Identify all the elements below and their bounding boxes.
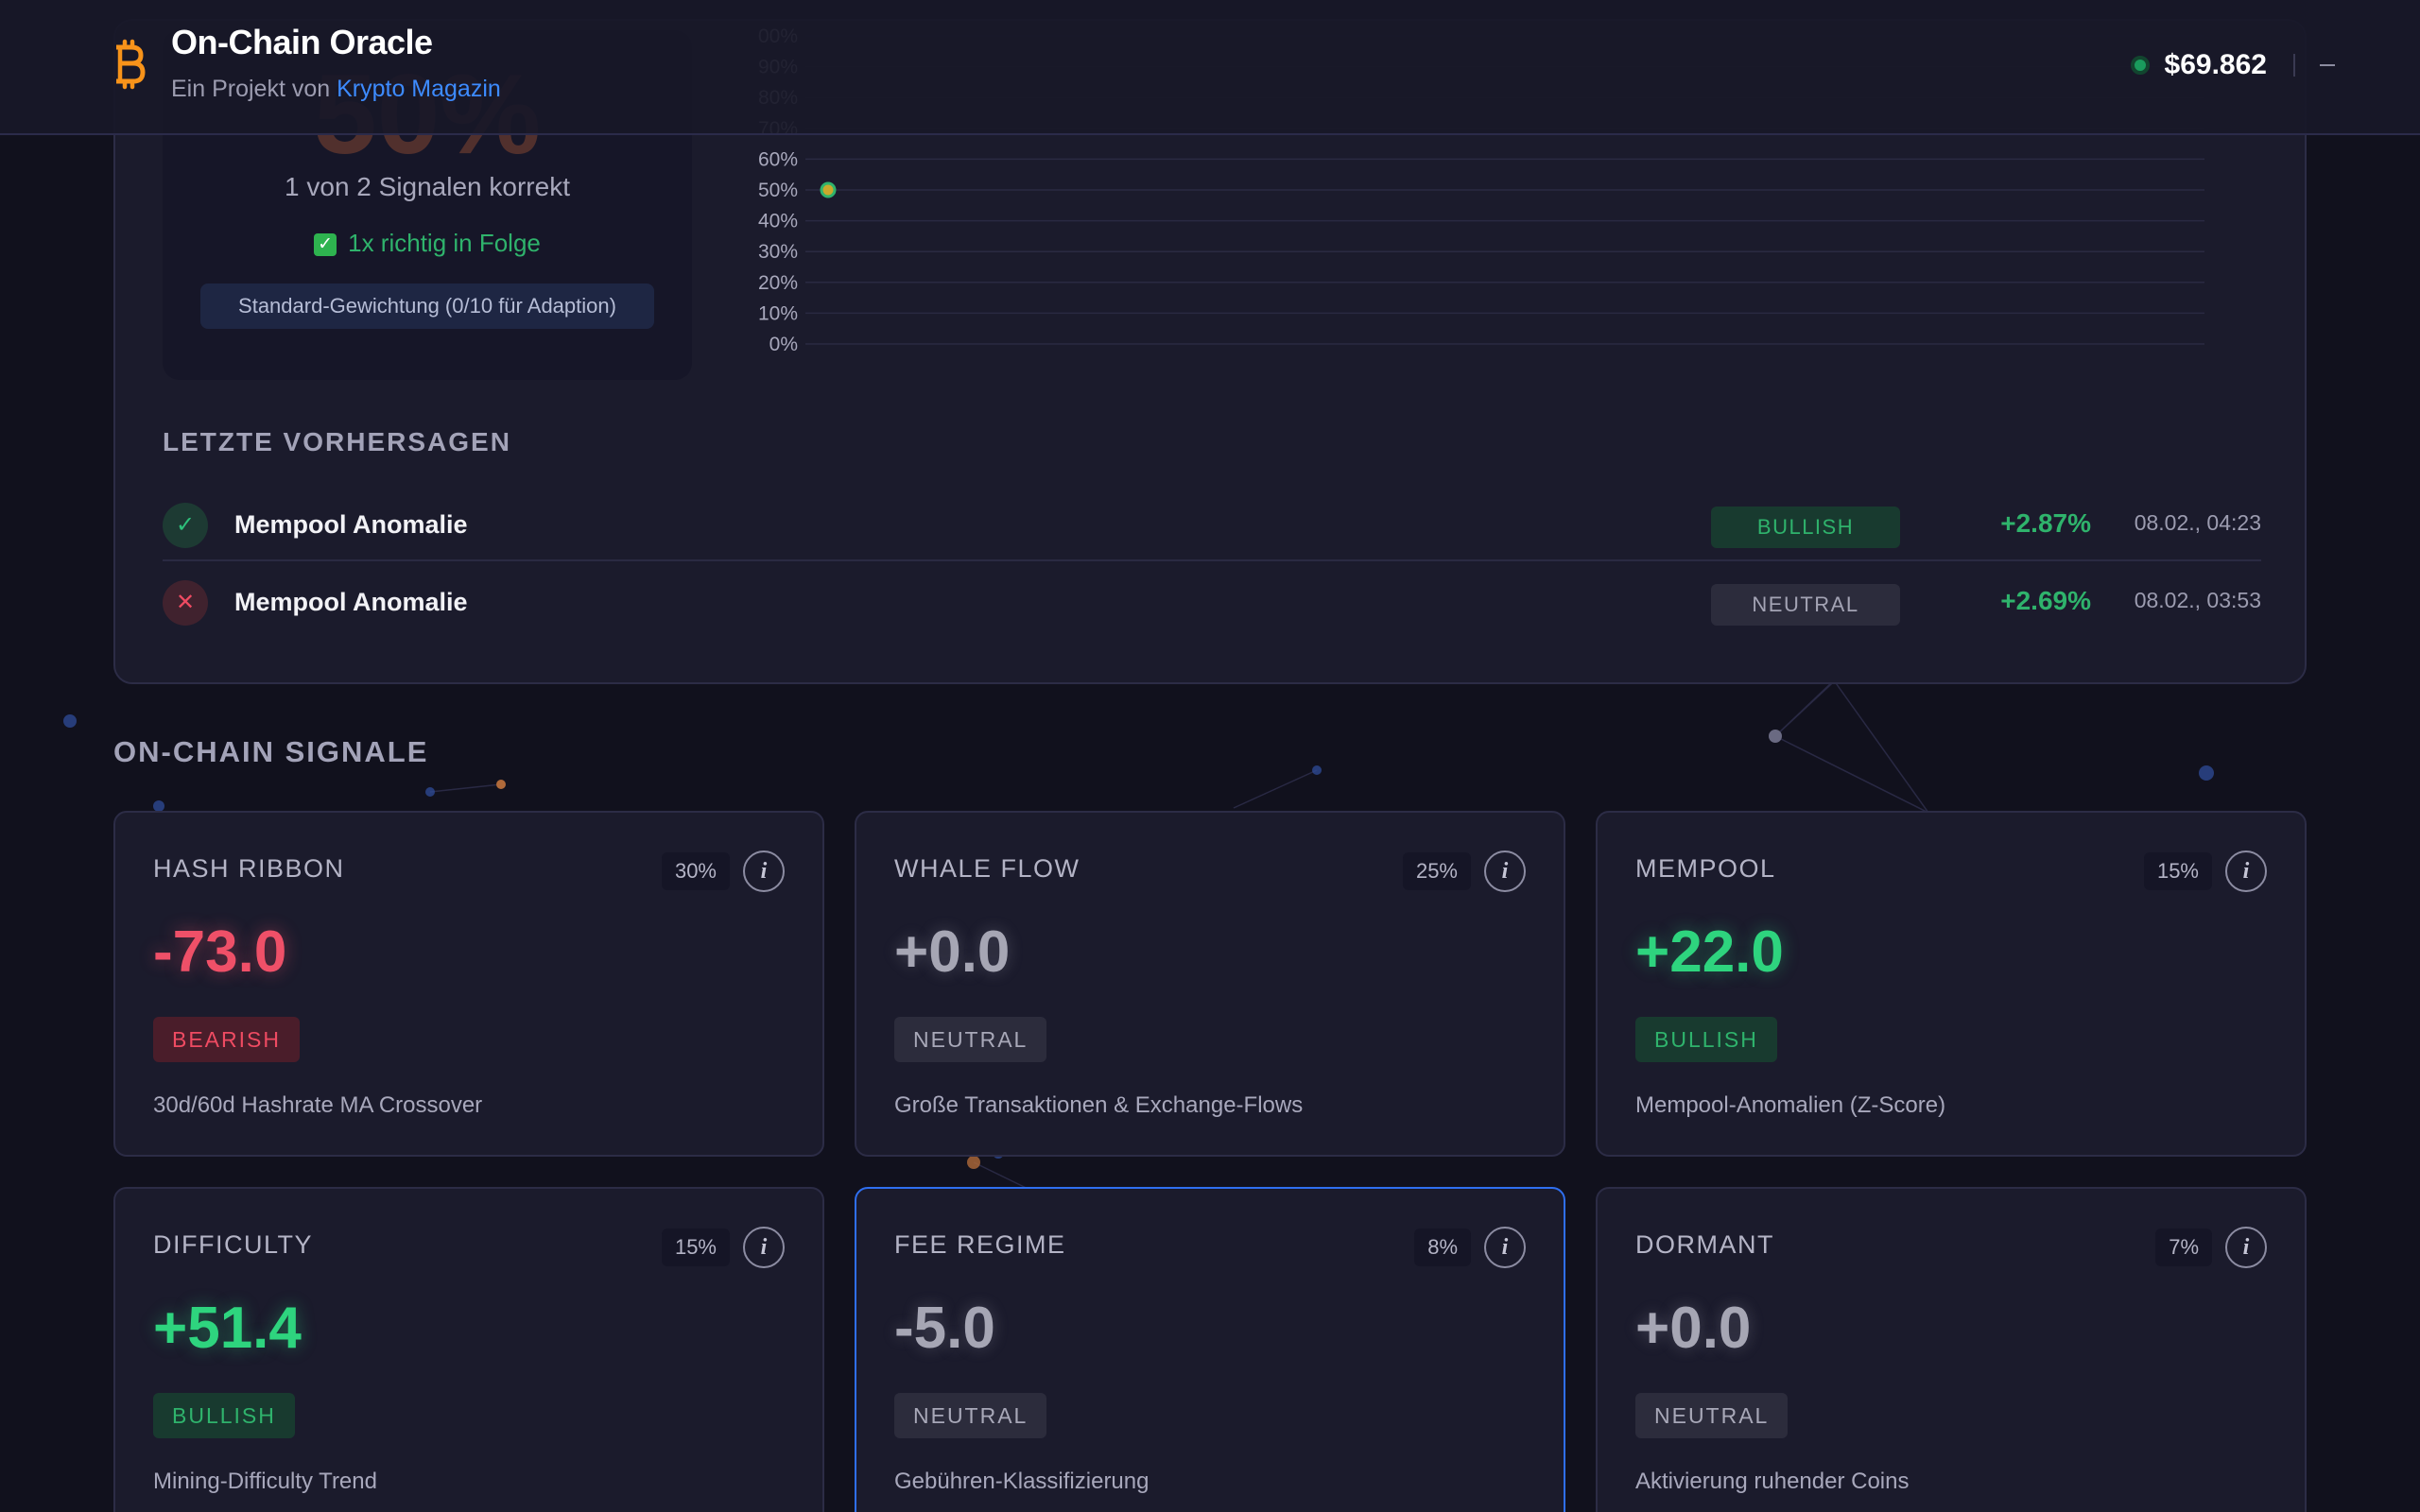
signal-badge: BULLISH: [1635, 1017, 1777, 1062]
signal-weight: 8%: [1414, 1228, 1471, 1266]
live-indicator-icon: [2130, 56, 2150, 75]
price-display: $69.862: [2130, 49, 2335, 81]
signal-value: +22.0: [1635, 919, 1784, 985]
signal-description: Gebühren-Klassifizierung: [894, 1469, 1150, 1494]
prediction-name: Mempool Anomalie: [234, 510, 468, 539]
y-tick-label: 60%: [758, 148, 798, 170]
check-icon: ✓: [163, 503, 208, 548]
header-divider: [2293, 54, 2295, 77]
signal-card-fee-regime[interactable]: FEE REGIME 8% i -5.0 NEUTRAL Gebühren-Kl…: [855, 1187, 1565, 1512]
signal-badge: BULLISH: [153, 1393, 295, 1438]
signal-badge: BEARISH: [153, 1017, 300, 1062]
krypto-magazin-link[interactable]: Krypto Magazin: [337, 76, 501, 102]
signal-label: WHALE FLOW: [894, 854, 1080, 883]
signal-description: Mempool-Anomalien (Z-Score): [1635, 1092, 1946, 1118]
app-title: On-Chain Oracle: [171, 23, 433, 61]
signal-weight: 30%: [661, 852, 730, 890]
signal-weight: 25%: [1402, 852, 1471, 890]
signal-value: +0.0: [1635, 1296, 1752, 1361]
weighting-badge: Standard-Gewichtung (0/10 für Adaption): [200, 284, 654, 329]
info-icon[interactable]: i: [743, 850, 785, 892]
signal-card-hash-ribbon[interactable]: HASH RIBBON 30% i -73.0 BEARISH 30d/60d …: [113, 811, 824, 1157]
prediction-signal-badge: BULLISH: [1711, 507, 1900, 548]
y-tick-label: 40%: [758, 211, 798, 232]
signal-card-difficulty[interactable]: DIFFICULTY 15% i +51.4 BULLISH Mining-Di…: [113, 1187, 824, 1512]
y-tick-label: 10%: [758, 302, 798, 324]
accuracy-streak: ✓ 1x richtig in Folge: [163, 229, 692, 258]
prediction-name: Mempool Anomalie: [234, 588, 468, 616]
y-tick-label: 20%: [758, 272, 798, 294]
menu-dash-icon[interactable]: [2320, 64, 2335, 66]
signal-value: +51.4: [153, 1296, 302, 1361]
signal-description: 30d/60d Hashrate MA Crossover: [153, 1092, 483, 1118]
signals-heading: ON-CHAIN SIGNALE: [113, 735, 429, 768]
signal-badge: NEUTRAL: [894, 1017, 1047, 1062]
signal-badge: NEUTRAL: [894, 1393, 1047, 1438]
y-tick-label: 30%: [758, 241, 798, 263]
prediction-time: 08.02., 04:23: [2134, 510, 2261, 535]
signal-value: +0.0: [894, 919, 1011, 985]
accuracy-summary: 1 von 2 Signalen korrekt: [285, 172, 570, 201]
signal-label: FEE REGIME: [894, 1230, 1066, 1259]
signal-value: -73.0: [153, 919, 287, 985]
signal-card-dormant[interactable]: DORMANT 7% i +0.0 NEUTRAL Aktivierung ru…: [1596, 1187, 2307, 1512]
check-icon: ✓: [314, 233, 337, 256]
signal-value: -5.0: [894, 1296, 995, 1361]
signal-card-mempool[interactable]: MEMPOOL 15% i +22.0 BULLISH Mempool-Anom…: [1596, 811, 2307, 1157]
signal-label: MEMPOOL: [1635, 854, 1776, 883]
recent-predictions-heading: LETZTE VORHERSAGEN: [163, 427, 511, 456]
prediction-change: +2.87%: [2000, 508, 2091, 538]
info-icon[interactable]: i: [2225, 1227, 2267, 1268]
signal-badge: NEUTRAL: [1635, 1393, 1789, 1438]
bitcoin-icon: [116, 39, 146, 90]
signal-description: Mining-Difficulty Trend: [153, 1469, 377, 1494]
y-tick-label: 0%: [769, 334, 798, 355]
y-tick-label: 50%: [758, 180, 798, 201]
app-subtitle: Ein Projekt von Krypto Magazin: [171, 76, 501, 103]
signal-weight: 7%: [2155, 1228, 2212, 1266]
chart-point: [820, 181, 837, 198]
prediction-row: ✕ Mempool Anomalie NEUTRAL +2.69% 08.02.…: [163, 563, 2261, 639]
prediction-time: 08.02., 03:53: [2134, 588, 2261, 612]
app-header: On-Chain Oracle Ein Projekt von Krypto M…: [0, 0, 2420, 135]
prediction-change: +2.69%: [2000, 586, 2091, 615]
streak-text: 1x richtig in Folge: [348, 229, 541, 257]
signal-description: Große Transaktionen & Exchange-Flows: [894, 1092, 1304, 1118]
signal-label: HASH RIBBON: [153, 854, 345, 883]
prediction-row: ✓ Mempool Anomalie BULLISH +2.87% 08.02.…: [163, 486, 2261, 561]
btc-price: $69.862: [2164, 49, 2267, 80]
info-icon[interactable]: i: [1484, 1227, 1526, 1268]
signal-weight: 15%: [661, 1228, 730, 1266]
signal-description: Aktivierung ruhender Coins: [1635, 1469, 1910, 1494]
info-icon[interactable]: i: [743, 1227, 785, 1268]
subtitle-prefix: Ein Projekt von: [171, 76, 331, 102]
signal-card-whale-flow[interactable]: WHALE FLOW 25% i +0.0 NEUTRAL Große Tran…: [855, 811, 1565, 1157]
signal-weight: 15%: [2143, 852, 2212, 890]
info-icon[interactable]: i: [1484, 850, 1526, 892]
info-icon[interactable]: i: [2225, 850, 2267, 892]
prediction-signal-badge: NEUTRAL: [1711, 584, 1900, 626]
signal-label: DIFFICULTY: [153, 1230, 313, 1259]
cross-icon: ✕: [163, 580, 208, 626]
signal-label: DORMANT: [1635, 1230, 1774, 1259]
